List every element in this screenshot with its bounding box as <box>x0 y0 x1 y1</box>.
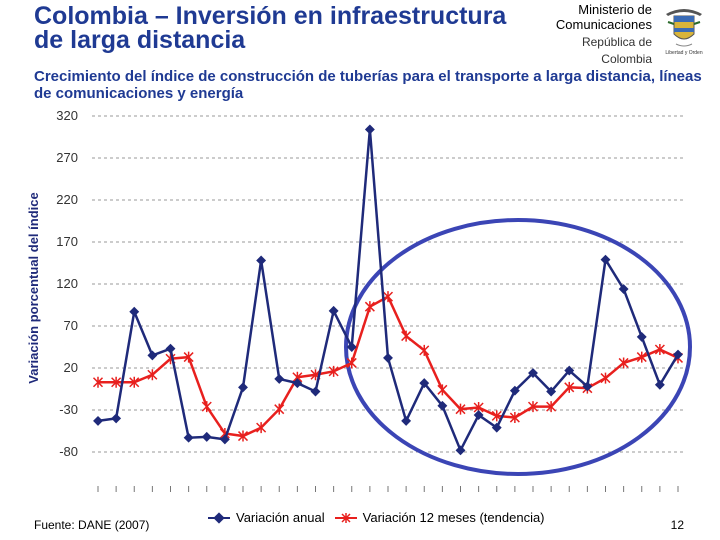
page-number: 12 <box>670 518 684 532</box>
chart-legend: Variación anual Variación 12 meses (tend… <box>208 510 545 525</box>
annual-point <box>419 378 430 389</box>
trend-point <box>382 291 394 303</box>
chart-title: Crecimiento del índice de construcción d… <box>34 68 702 102</box>
trend-point <box>111 376 122 388</box>
annual-point <box>636 331 647 342</box>
trend-point <box>147 369 158 381</box>
legend-swatch-annual <box>208 511 230 524</box>
annual-point <box>219 434 230 445</box>
trend-point <box>455 403 466 415</box>
trend-point <box>527 401 539 413</box>
legend-label-annual: Variación anual <box>236 510 325 525</box>
annual-point <box>455 445 466 456</box>
trend-point <box>600 372 611 384</box>
annual-point <box>654 379 665 390</box>
y-tick-label: 20 <box>64 360 78 375</box>
annual-point <box>328 305 339 316</box>
trend-point <box>618 357 629 369</box>
y-tick-label: 270 <box>56 150 78 165</box>
annual-line <box>97 129 680 454</box>
annual-point <box>473 410 484 420</box>
trend-point <box>183 351 194 363</box>
y-axis-ticks: 320 270 220 170 120 70 20 -30 -80 <box>56 108 78 459</box>
y-tick-label: -80 <box>59 444 78 459</box>
annual-point <box>582 381 593 392</box>
annual-point <box>165 343 176 354</box>
annual-point <box>364 124 375 135</box>
annual-point <box>401 415 412 426</box>
annual-point <box>147 350 158 361</box>
trend-point <box>256 422 267 434</box>
trend-point <box>654 344 665 356</box>
trend-point <box>546 401 557 413</box>
y-axis-label: Variación porcentual del índice <box>26 192 41 383</box>
annual-point <box>564 365 575 376</box>
annual-point <box>528 368 538 378</box>
annual-point <box>93 415 103 426</box>
annual-point <box>673 349 683 360</box>
page-title: Colombia – Inversión en infraestructura … <box>34 2 507 54</box>
annual-point <box>310 386 321 397</box>
trend-point <box>401 330 412 342</box>
trend-point <box>636 351 647 363</box>
annual-point <box>238 382 248 393</box>
y-tick-label: 170 <box>56 234 78 249</box>
legend-item-trend: Variación 12 meses (tendencia) <box>334 510 545 525</box>
ministry-name-line1: Ministerio de <box>578 2 652 17</box>
trend-point <box>92 376 104 388</box>
annual-point <box>129 306 140 317</box>
x-axis-ticks <box>97 486 679 492</box>
trend-point <box>509 412 520 424</box>
trend-point <box>346 357 357 369</box>
annual-point <box>600 254 611 265</box>
annual-point <box>509 385 520 396</box>
annual-point <box>292 378 303 389</box>
trend-point <box>201 401 212 413</box>
annual-point <box>437 400 448 411</box>
legend-swatch-trend <box>334 512 357 523</box>
annual-point <box>183 432 194 443</box>
y-tick-label: 70 <box>64 318 78 333</box>
y-tick-label: 220 <box>56 192 78 207</box>
annual-point <box>111 413 122 424</box>
trend-point <box>564 381 575 393</box>
trend-point <box>237 430 249 442</box>
annual-point <box>274 373 285 384</box>
legend-label-trend: Variación 12 meses (tendencia) <box>362 510 545 525</box>
annual-point <box>618 284 629 294</box>
trend-point <box>437 384 448 396</box>
trend-point <box>129 376 140 388</box>
trend-point <box>419 344 430 356</box>
y-tick-label: -30 <box>59 402 78 417</box>
annual-point <box>491 422 502 433</box>
trend-point <box>364 301 375 313</box>
y-tick-label: 320 <box>56 108 78 123</box>
annual-point <box>346 342 357 352</box>
ministry-sub-line2: Colombia <box>601 52 652 66</box>
legend-item-annual: Variación anual <box>208 510 325 525</box>
series-trend <box>92 291 684 442</box>
trend-point <box>274 403 285 415</box>
ministry-block: Ministerio de Comunicaciones República d… <box>472 2 652 66</box>
trend-point <box>328 365 339 377</box>
series-annual <box>93 124 683 456</box>
annual-point <box>546 386 557 397</box>
grid-lines <box>92 115 684 453</box>
annual-point <box>383 352 393 363</box>
coat-of-arms-icon: Libertad y Orden <box>665 9 703 56</box>
ministry-sub-line1: República de <box>581 35 652 49</box>
ministry-name-line2: Comunicaciones <box>555 17 652 32</box>
annual-point <box>256 255 267 266</box>
y-tick-label: 120 <box>56 276 78 291</box>
annual-point <box>201 431 212 442</box>
source-note: Fuente: DANE (2007) <box>34 518 150 532</box>
crest-caption: Libertad y Orden <box>665 50 702 56</box>
highlight-ellipse <box>344 218 692 476</box>
